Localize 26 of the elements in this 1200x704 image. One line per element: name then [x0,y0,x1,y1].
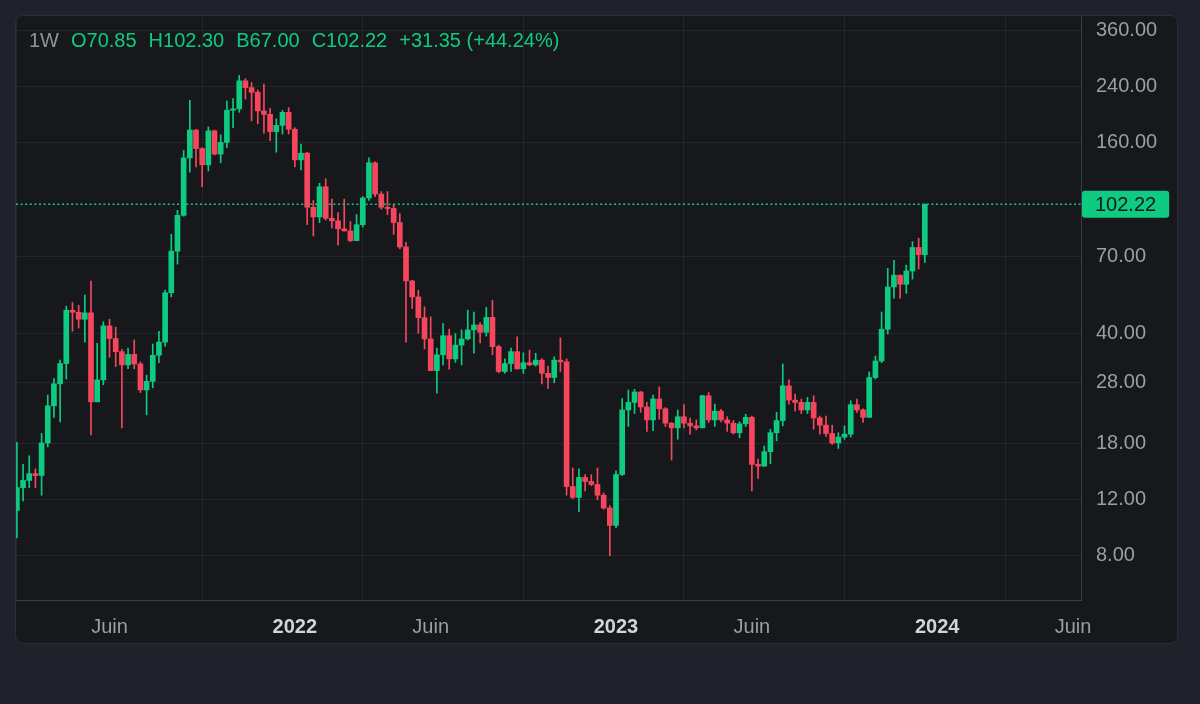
y-tick-label: 360.00 [1096,18,1158,41]
y-tick-label: 28.00 [1096,370,1147,393]
y-tick-label: 160.00 [1096,129,1158,152]
x-tick-label: Juin [1054,614,1092,637]
annotation: +31.35 (+44.24%) [399,29,560,51]
x-tick-label: 2022 [272,614,318,637]
x-tick-label: Juin [91,614,128,637]
candlestick [81,294,88,343]
x-tick-label: 2023 [593,614,639,637]
y-tick-label: 240.00 [1096,73,1158,96]
x-tick-label: 2024 [914,614,961,637]
text: 1W [29,29,59,51]
y-tick-label: 70.00 [1096,243,1147,266]
annotation: C102.22 [311,29,388,51]
annotation: H102.30 [148,29,225,51]
y-tick-label: 12.00 [1096,487,1147,510]
ref-line-label: 102.22 [1095,192,1157,215]
annotation: O70.85 [71,29,137,51]
candlestick [471,311,477,354]
y-tick-label: 40.00 [1096,321,1147,344]
y-tick-label: 18.00 [1096,431,1147,454]
y-tick-label: 8.00 [1096,543,1135,566]
candlestick [335,212,341,246]
annotation: B67.00 [236,29,300,51]
x-tick-label: Juin [412,614,450,637]
x-tick-label: Juin [733,614,771,637]
